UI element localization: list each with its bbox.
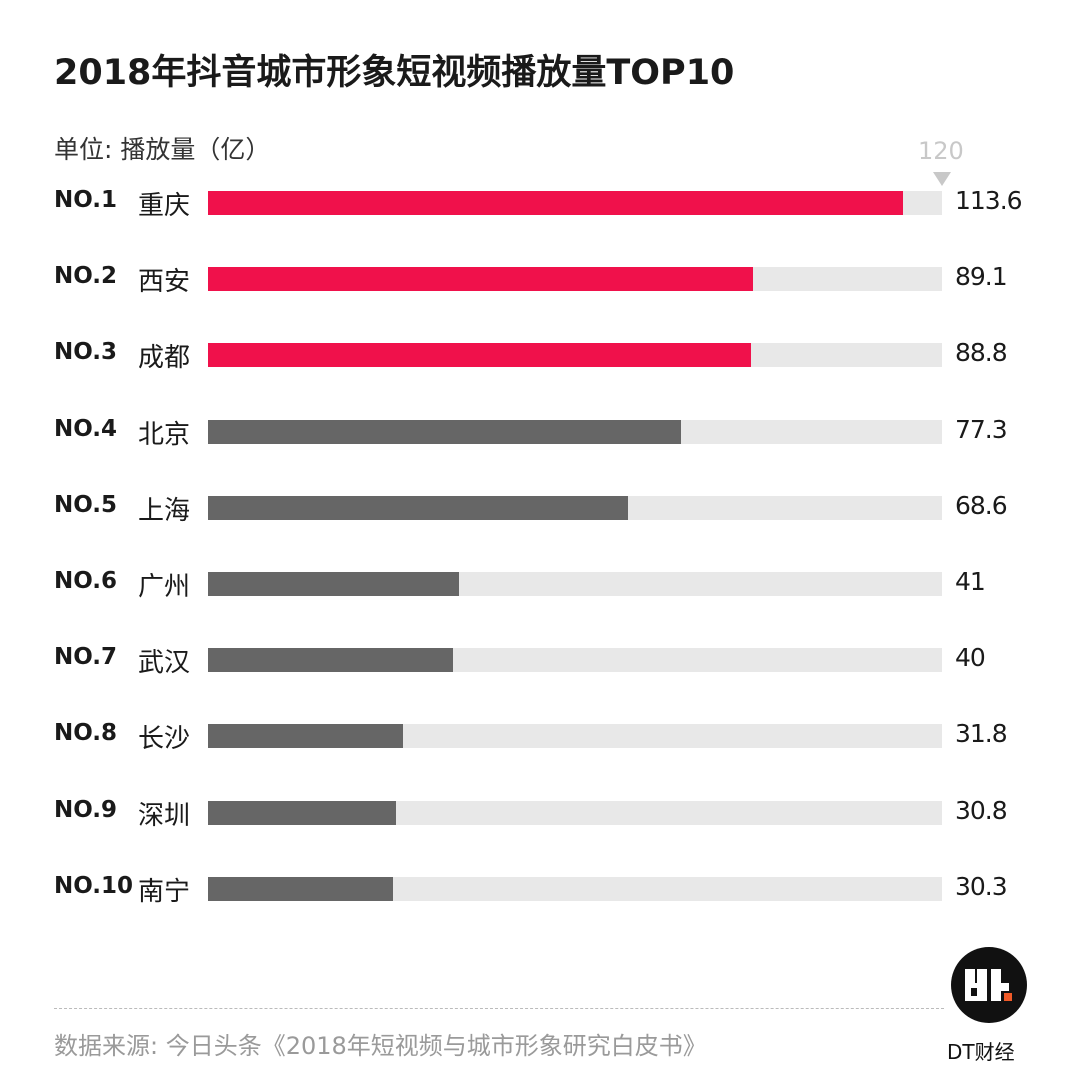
bar: [208, 191, 903, 215]
bar: [208, 267, 753, 292]
rank-label: NO.1: [54, 187, 118, 213]
bar-row: NO.9 深圳 30.8: [0, 793, 1080, 833]
bar: [208, 724, 403, 749]
category-label: 北京: [138, 419, 191, 450]
value-label: 30.8: [955, 795, 1008, 825]
rank-label: NO.9: [54, 796, 118, 823]
bar: [208, 572, 459, 596]
bar: [208, 343, 752, 368]
value-label: 41: [955, 567, 986, 596]
dt-logo-icon: [951, 947, 1027, 1023]
bar: [208, 800, 397, 825]
value-label: 30.3: [955, 871, 1008, 901]
rank-label: NO.4: [54, 415, 118, 442]
value-label: 77.3: [955, 414, 1008, 444]
category-label: 长沙: [138, 724, 191, 755]
bar-row: NO.3 成都 88.8: [0, 335, 1080, 375]
value-label: 88.8: [955, 338, 1008, 368]
bar-row: NO.8 长沙 31.8: [0, 716, 1080, 756]
value-label: 31.8: [955, 719, 1008, 749]
bar-track: [208, 724, 942, 749]
rank-label: NO.8: [54, 720, 118, 747]
bar: [208, 648, 453, 673]
category-label: 成都: [138, 343, 191, 374]
bar-track: [208, 800, 942, 825]
value-label: 113.6: [955, 186, 1023, 215]
value-label: 68.6: [955, 490, 1008, 520]
bar: [208, 876, 394, 901]
chart-title: 2018年抖音城市形象短视频播放量TOP10: [54, 53, 735, 93]
axis-max-label: 120: [918, 137, 964, 165]
bar-row: NO.5 上海 68.6: [0, 488, 1080, 528]
bar-row: NO.7 武汉 40: [0, 640, 1080, 680]
category-label: 武汉: [138, 648, 191, 679]
category-label: 深圳: [138, 800, 191, 831]
bar-row: NO.6 广州 41: [0, 564, 1080, 604]
bar-track: [208, 191, 942, 215]
rank-label: NO.7: [54, 644, 118, 671]
category-label: 广州: [138, 572, 191, 602]
unit-label: 单位: 播放量（亿）: [54, 135, 271, 164]
bar-track: [208, 495, 942, 520]
rank-label: NO.5: [54, 491, 118, 518]
category-label: 南宁: [138, 876, 191, 907]
bar-track: [208, 572, 942, 596]
bar-row: NO.2 西安 89.1: [0, 259, 1080, 299]
bar-track: [208, 876, 942, 901]
bar-row: NO.4 北京 77.3: [0, 412, 1080, 452]
rank-label: NO.3: [54, 339, 118, 366]
brand-name: DT财经: [947, 1040, 1015, 1064]
rank-label: NO.10: [54, 872, 134, 899]
axis-max-marker-icon: [933, 172, 951, 186]
bar-track: [208, 343, 942, 368]
bar-track: [208, 419, 942, 444]
bar-row: NO.1 重庆 113.6: [0, 183, 1080, 223]
source-note: 数据来源: 今日头条《2018年短视频与城市形象研究白皮书》: [54, 1032, 707, 1060]
value-label: 40: [955, 643, 986, 673]
rank-label: NO.2: [54, 263, 118, 290]
rank-label: NO.6: [54, 568, 118, 594]
bar: [208, 495, 628, 520]
value-label: 89.1: [955, 262, 1008, 292]
category-label: 重庆: [138, 191, 191, 221]
category-label: 上海: [138, 495, 191, 526]
bar: [208, 419, 681, 444]
bar-track: [208, 648, 942, 673]
footer-divider: [54, 1008, 944, 1009]
bar-row: NO.10 南宁 30.3: [0, 869, 1080, 909]
bar-track: [208, 267, 942, 292]
category-label: 西安: [138, 267, 191, 298]
